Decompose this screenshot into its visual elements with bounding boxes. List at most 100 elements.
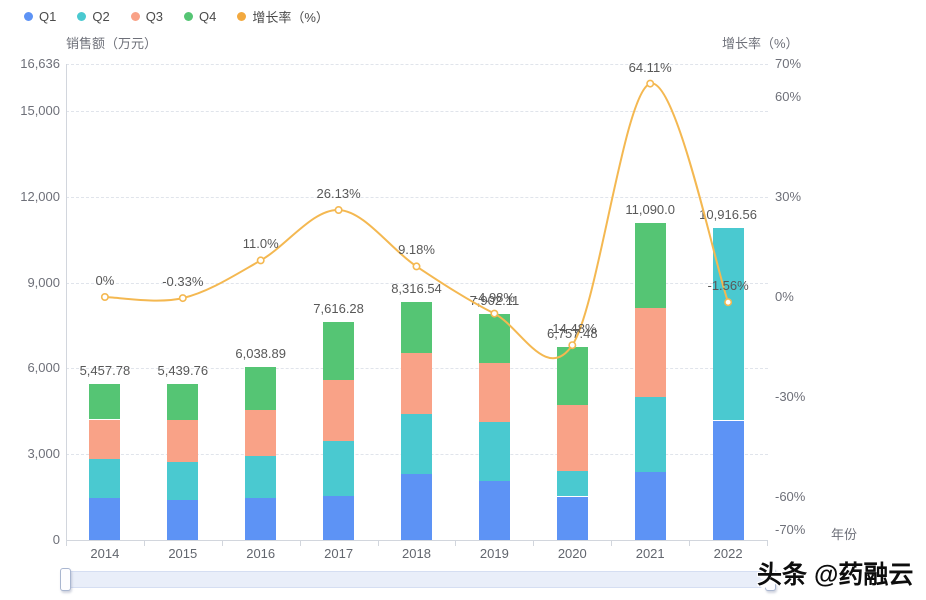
x-axis-label-2021: 2021 xyxy=(635,546,665,561)
bar-segment-q3-2018[interactable] xyxy=(401,352,432,414)
bar-segment-q4-2021[interactable] xyxy=(634,222,666,309)
legend-item-q3[interactable]: Q3 xyxy=(130,9,164,24)
legend-swatch-q3 xyxy=(130,12,140,21)
left-axis-label-9,000: 9,000 xyxy=(27,274,60,290)
bar-segment-q1-2020[interactable] xyxy=(556,496,588,540)
growth-label-2017: 26.13% xyxy=(316,186,361,201)
bar-segment-q3-2020[interactable] xyxy=(556,405,588,472)
x-axis-label-2016: 2016 xyxy=(246,546,276,561)
right-axis-label-70%: 70% xyxy=(775,56,802,71)
bar-segment-q4-2019[interactable] xyxy=(478,313,510,364)
bar-segment-q2-2021[interactable] xyxy=(634,396,666,473)
growth-point-2018[interactable] xyxy=(412,262,421,271)
right-axis-label-60%: 60% xyxy=(775,89,802,105)
growth-label-2016: 11.0% xyxy=(242,236,279,252)
bar-segment-q2-2022[interactable] xyxy=(712,227,744,421)
bar-total-label-2017: 7,616.28 xyxy=(313,301,364,317)
growth-label-2020: -14.48% xyxy=(548,321,597,337)
legend-item-q1[interactable]: Q1 xyxy=(24,9,56,24)
bar-segment-q1-2017[interactable] xyxy=(323,495,355,540)
bar-segment-q1-2019[interactable] xyxy=(478,480,510,540)
bar-segment-q1-2016[interactable] xyxy=(245,498,277,540)
bar-segment-q3-2021[interactable] xyxy=(634,308,666,397)
left-axis-label-6,000: 6,000 xyxy=(27,360,60,376)
bar-total-label-2015: 5,439.76 xyxy=(157,363,209,379)
left-axis-title: 销售额（万元） xyxy=(66,36,158,51)
legend-swatch-q2 xyxy=(77,12,87,21)
bar-segment-q2-2020[interactable] xyxy=(556,471,588,497)
bar-segment-q1-2022[interactable] xyxy=(712,420,744,540)
growth-label-2019: -4.98% xyxy=(473,289,515,305)
bar-segment-q2-2019[interactable] xyxy=(478,422,510,481)
legend-item-q2[interactable]: Q2 xyxy=(77,9,110,24)
bar-segment-q1-2014[interactable] xyxy=(89,498,121,540)
bar-total-label-2016: 6,038.89 xyxy=(235,346,286,362)
bar-segment-q1-2021[interactable] xyxy=(634,472,666,540)
legend-label-q1: Q1 xyxy=(39,9,57,24)
right-axis-label--70%: -70% xyxy=(775,522,806,537)
left-axis-label-3,000: 3,000 xyxy=(27,446,60,462)
growth-point-2021[interactable] xyxy=(646,79,655,88)
bar-total-label-2022: 10,916.56 xyxy=(699,206,758,222)
bar-segment-q4-2020[interactable] xyxy=(556,346,588,406)
growth-label-2014: 0% xyxy=(95,273,115,288)
x-axis-tick xyxy=(533,541,535,546)
growth-point-2014[interactable] xyxy=(100,292,109,301)
x-axis-tick xyxy=(455,541,457,546)
x-axis-tick xyxy=(66,541,67,546)
x-axis-label-2019: 2019 xyxy=(479,546,509,561)
x-axis-label-2014: 2014 xyxy=(90,546,120,561)
x-axis-tick xyxy=(143,541,145,546)
bar-segment-q3-2014[interactable] xyxy=(89,419,121,459)
right-axis-title: 增长率（%） xyxy=(722,36,799,51)
growth-label-2022: -1.56% xyxy=(707,278,749,294)
growth-label-2015: -0.33% xyxy=(162,274,204,290)
bar-segment-q3-2016[interactable] xyxy=(245,410,277,456)
datazoom-slider[interactable] xyxy=(60,568,776,591)
datazoom-right-handle[interactable] xyxy=(765,568,776,591)
bar-segment-q2-2015[interactable] xyxy=(167,462,199,500)
bar-segment-q3-2015[interactable] xyxy=(167,419,199,462)
gridline-12,000 xyxy=(66,196,768,198)
growth-point-2016[interactable] xyxy=(256,256,265,265)
right-axis-label--60%: -60% xyxy=(775,488,806,504)
datazoom-left-handle[interactable] xyxy=(60,568,71,591)
bar-segment-q4-2014[interactable] xyxy=(89,383,121,420)
x-axis-tick xyxy=(689,541,691,546)
x-axis-tick xyxy=(767,541,768,546)
right-axis-label-30%: 30% xyxy=(775,189,802,205)
bar-segment-q4-2018[interactable] xyxy=(401,302,432,353)
left-axis-label-16,636: 16,636 xyxy=(20,56,60,71)
right-axis-label-0%: 0% xyxy=(775,289,794,304)
gridline-15,000 xyxy=(66,110,768,112)
bar-segment-q2-2017[interactable] xyxy=(323,441,355,496)
growth-point-2015[interactable] xyxy=(178,294,187,303)
x-axis-tick xyxy=(221,541,223,546)
bar-segment-q4-2015[interactable] xyxy=(167,384,199,420)
legend-swatch-q4 xyxy=(184,12,194,21)
right-axis-label--30%: -30% xyxy=(775,388,806,404)
x-axis-tick xyxy=(611,541,613,546)
x-axis-label-2017: 2017 xyxy=(324,546,354,561)
bar-segment-q2-2014[interactable] xyxy=(89,459,121,499)
bar-segment-q1-2015[interactable] xyxy=(167,499,199,540)
legend-item-growth[interactable]: 增长率（%） xyxy=(237,7,329,26)
bar-segment-q2-2018[interactable] xyxy=(401,413,432,474)
bar-segment-q1-2018[interactable] xyxy=(401,474,432,540)
x-axis-tick xyxy=(377,541,379,546)
legend-label-q2: Q2 xyxy=(92,9,110,24)
bar-segment-q3-2019[interactable] xyxy=(478,363,510,423)
gridline-16,636 xyxy=(66,64,768,65)
bar-total-label-2014: 5,457.78 xyxy=(79,362,131,378)
x-axis-label-2020: 2020 xyxy=(557,546,587,561)
bar-segment-q3-2017[interactable] xyxy=(323,380,355,442)
legend-label-q3: Q3 xyxy=(145,9,164,24)
left-axis-label-0: 0 xyxy=(52,532,60,547)
growth-point-2017[interactable] xyxy=(334,206,343,215)
legend-item-q4[interactable]: Q4 xyxy=(184,9,216,24)
bar-segment-q4-2016[interactable] xyxy=(245,367,277,411)
bar-segment-q2-2016[interactable] xyxy=(245,455,277,499)
x-axis-tick xyxy=(299,541,301,546)
bar-segment-q4-2017[interactable] xyxy=(323,322,355,381)
